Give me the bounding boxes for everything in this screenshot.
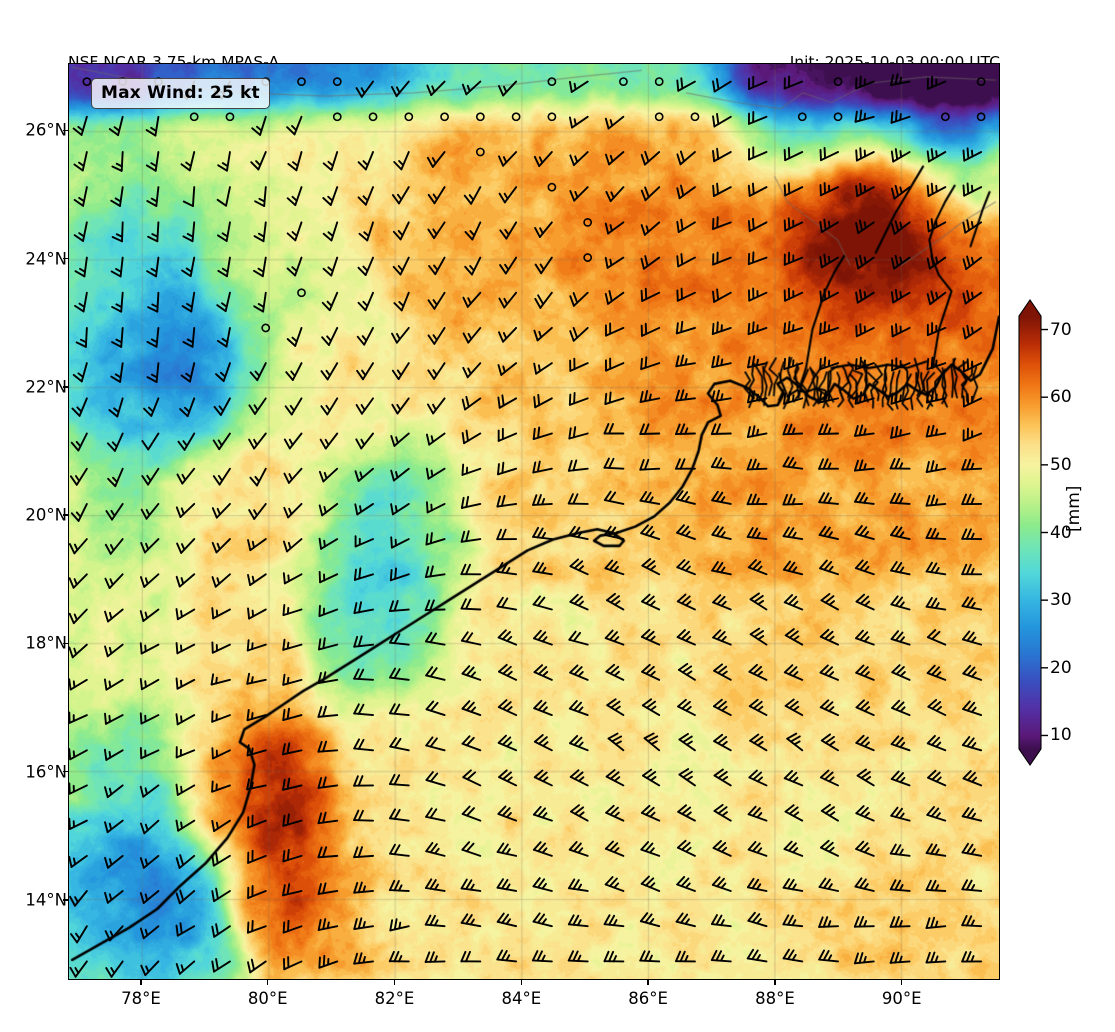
x-axis-tick-label: 80°E (247, 989, 288, 1008)
colorbar-outline (1018, 299, 1042, 766)
x-axis-tick-label: 84°E (501, 989, 542, 1008)
x-axis-tick-mark (393, 980, 396, 985)
y-axis-tick-label: 24°N (25, 249, 67, 269)
y-axis-tick-mark (63, 129, 68, 132)
colorbar-tick-label: 20 (1050, 657, 1072, 678)
x-axis-tick-label: 78°E (121, 989, 161, 1008)
y-axis-tick-label: 16°N (25, 762, 67, 782)
x-axis-tick-label: 86°E (628, 989, 668, 1008)
y-axis-tick-mark (63, 642, 68, 645)
colorbar-top-arrow (1019, 300, 1041, 316)
y-axis-tick-mark (63, 770, 68, 773)
y-axis-tick-mark (63, 257, 68, 260)
map-plot-area: Max Wind: 25 kt (68, 63, 1000, 980)
colorbar-bottom-arrow (1019, 749, 1041, 765)
x-axis-tick-mark (267, 980, 269, 985)
y-axis-tick-mark (63, 514, 68, 516)
x-axis-tick-label: 90°E (881, 989, 922, 1008)
colorbar (1018, 299, 1048, 766)
y-axis-tick-label: 18°N (25, 633, 67, 653)
colorbar-tick-label: 50 (1050, 454, 1072, 475)
y-axis-tick-label: 26°N (25, 120, 67, 140)
y-axis-tick-mark (63, 899, 68, 901)
x-axis-tick-mark (140, 980, 142, 985)
x-axis-tick-mark (901, 980, 903, 985)
colorbar-tick-label: 30 (1050, 590, 1072, 611)
x-axis-tick-label: 82°E (374, 989, 415, 1008)
y-axis-tick-mark (63, 386, 68, 388)
y-axis-tick-label: 22°N (25, 377, 67, 397)
x-axis-tick-mark (774, 980, 776, 985)
colorbar-tick-label: 40 (1050, 522, 1072, 543)
y-axis-tick-label: 14°N (25, 890, 67, 910)
x-axis-tick-mark (647, 980, 649, 985)
y-axis-tick-label: 20°N (25, 505, 67, 525)
colorbar-tick-label: 70 (1050, 319, 1072, 340)
x-axis-tick-label: 88°E (755, 989, 795, 1008)
colorbar-tick-label: 10 (1050, 725, 1072, 746)
x-axis-tick-mark (520, 980, 522, 985)
colorbar-tick-label: 60 (1050, 387, 1072, 408)
precipitable-water-field (69, 64, 999, 979)
max-wind-annotation: Max Wind: 25 kt (91, 78, 270, 109)
